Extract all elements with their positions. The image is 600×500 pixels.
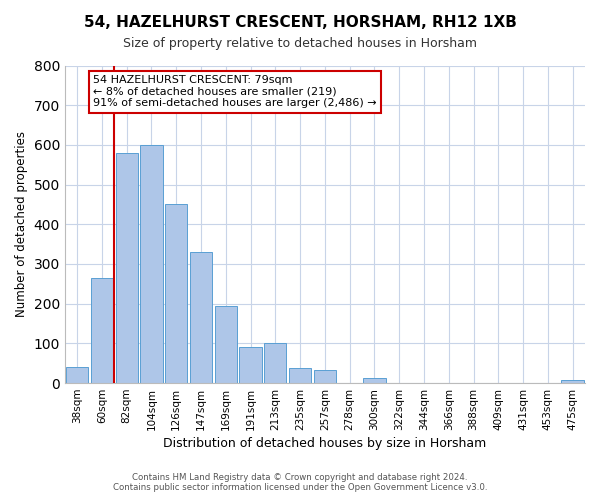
Bar (116, 153, 138, 383)
Bar (363, 378, 386, 383)
X-axis label: Distribution of detached houses by size in Horsham: Distribution of detached houses by size … (163, 437, 487, 450)
Bar (165, 204, 187, 383)
Text: Contains HM Land Registry data © Crown copyright and database right 2024.
Contai: Contains HM Land Registry data © Crown c… (113, 473, 487, 492)
Bar (264, 344, 286, 383)
Text: 54 HAZELHURST CRESCENT: 79sqm
← 8% of detached houses are smaller (219)
91% of s: 54 HAZELHURST CRESCENT: 79sqm ← 8% of de… (94, 75, 377, 108)
Bar (91, 278, 113, 383)
Bar (289, 368, 311, 383)
Bar (66, 367, 88, 383)
Bar (239, 348, 262, 383)
Bar (562, 380, 584, 383)
Bar (190, 252, 212, 383)
Text: 54, HAZELHURST CRESCENT, HORSHAM, RH12 1XB: 54, HAZELHURST CRESCENT, HORSHAM, RH12 1… (83, 15, 517, 30)
Text: Size of property relative to detached houses in Horsham: Size of property relative to detached ho… (123, 38, 477, 51)
Bar (314, 370, 336, 383)
Bar (140, 145, 163, 383)
Y-axis label: Number of detached properties: Number of detached properties (15, 132, 28, 318)
Bar (215, 306, 237, 383)
